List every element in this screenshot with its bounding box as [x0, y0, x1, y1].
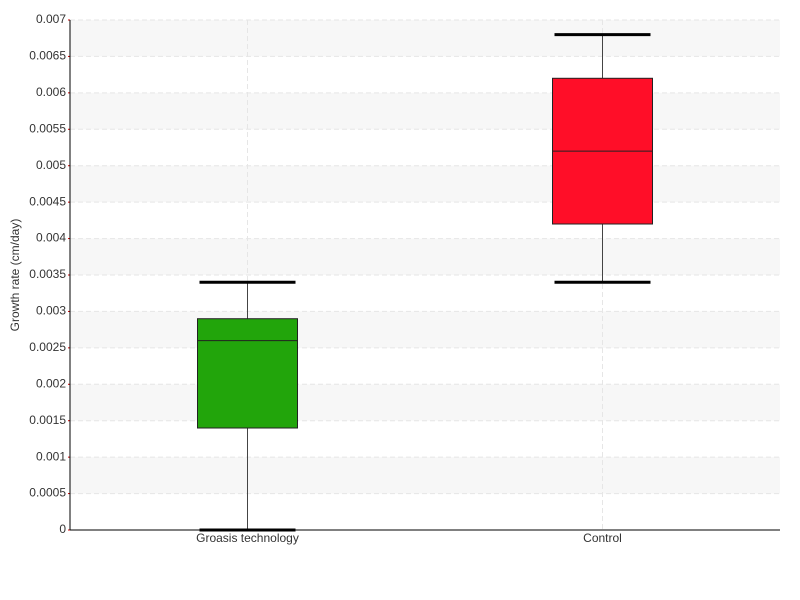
grid-band: [70, 92, 780, 130]
y-tick-label: 0.0065: [29, 49, 66, 63]
grid-band: [70, 165, 780, 203]
x-tick-label: Control: [583, 531, 622, 545]
y-axis-label: Growth rate (cm/day): [8, 219, 22, 332]
y-tick-label: 0.005: [36, 158, 66, 172]
y-tick-label: 0.006: [36, 85, 66, 99]
y-tick-label: 0.0005: [29, 486, 66, 500]
y-tick-label: 0.007: [36, 12, 66, 26]
y-tick-label: 0.0035: [29, 267, 66, 281]
grid-band: [70, 311, 780, 348]
y-tick-label: 0.0015: [29, 413, 66, 427]
grid-band: [70, 20, 780, 57]
x-tick-label: Groasis technology: [196, 531, 299, 545]
y-tick-label: 0.0055: [29, 121, 66, 135]
y-tick-label: 0.003: [36, 304, 66, 318]
y-tick-label: 0.004: [36, 231, 66, 245]
y-tick-label: 0.0025: [29, 340, 66, 354]
box: [197, 318, 298, 429]
y-tick-label: 0.0045: [29, 194, 66, 208]
y-tick-label: 0.002: [36, 376, 66, 390]
grid-band: [70, 384, 780, 421]
y-tick-label: 0.001: [36, 449, 66, 463]
grid-band: [70, 457, 780, 494]
y-tick-label: 0: [59, 522, 66, 536]
grid-band: [70, 238, 780, 275]
